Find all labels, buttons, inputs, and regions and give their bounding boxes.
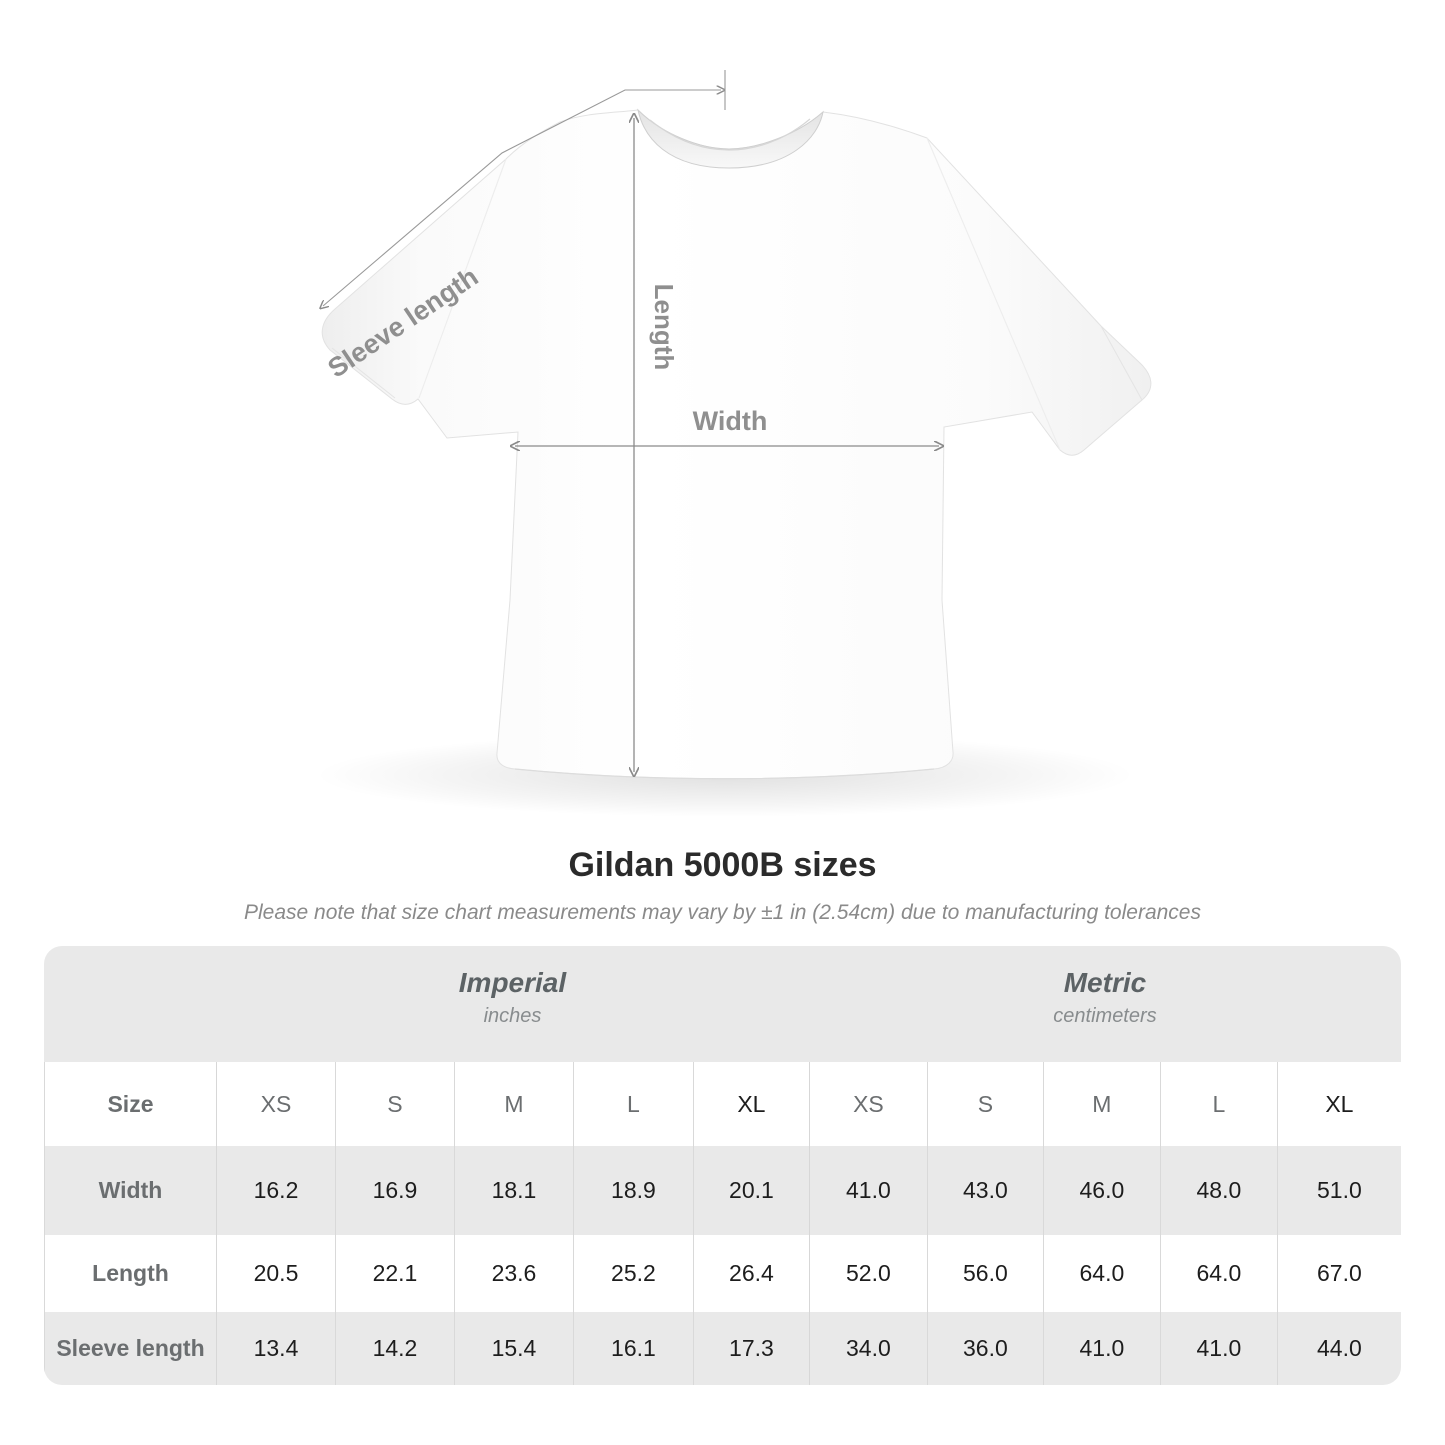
svg-text:Width: Width: [693, 406, 768, 436]
svg-text:Length: Length: [649, 284, 679, 371]
